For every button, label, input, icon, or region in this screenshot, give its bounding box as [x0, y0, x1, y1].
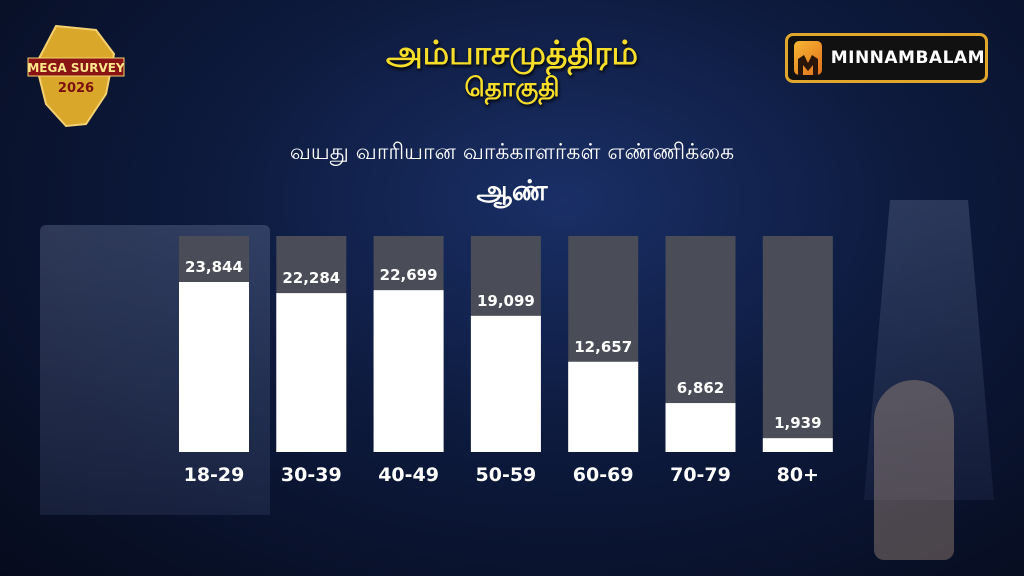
value-label-40-49: 22,699: [380, 266, 438, 284]
logo-text: MEGA SURVEY: [27, 61, 125, 75]
value-label-50-59: 19,099: [477, 292, 535, 310]
mega-survey-logo: MEGA SURVEY 2026: [27, 24, 125, 128]
bar-track-80+: [762, 236, 833, 452]
value-label-80+: 1,939: [774, 414, 821, 432]
logo-year: 2026: [58, 81, 94, 96]
constituency-subtitle: தொகுதி: [464, 73, 560, 103]
value-label-70-79: 6,862: [677, 379, 724, 397]
bar-18-29: [179, 282, 249, 452]
minnambalam-brand: MINNAMBALAM: [785, 33, 988, 83]
value-label-30-39: 22,284: [282, 269, 340, 287]
bar-80+: [762, 438, 833, 452]
chart-heading: வயது வாரியான வாக்காளர்கள் எண்ணிக்கை: [289, 140, 735, 165]
category-label-40-49: 40-49: [378, 464, 439, 486]
category-label-18-29: 18-29: [184, 464, 245, 486]
value-label-60-69: 12,657: [574, 338, 632, 356]
constituency-title: அம்பாசமுத்திரம்: [385, 33, 639, 72]
category-label-30-39: 30-39: [281, 464, 342, 486]
bar-70-79: [665, 403, 736, 452]
category-label-80+: 80+: [777, 464, 819, 486]
gender-label: ஆண்: [476, 174, 548, 207]
brand-icon: [794, 41, 822, 75]
category-label-50-59: 50-59: [476, 464, 537, 486]
bar-60-69: [568, 361, 639, 452]
bar-40-49: [373, 290, 444, 452]
value-label-18-29: 23,844: [185, 258, 243, 276]
bar-50-59: [470, 315, 541, 452]
category-label-70-79: 70-79: [670, 464, 731, 486]
bar-30-39: [276, 293, 347, 452]
category-label-60-69: 60-69: [573, 464, 634, 486]
brand-name: MINNAMBALAM: [830, 48, 985, 68]
background-temple-tower: [864, 200, 994, 500]
background-hand: [874, 380, 954, 560]
